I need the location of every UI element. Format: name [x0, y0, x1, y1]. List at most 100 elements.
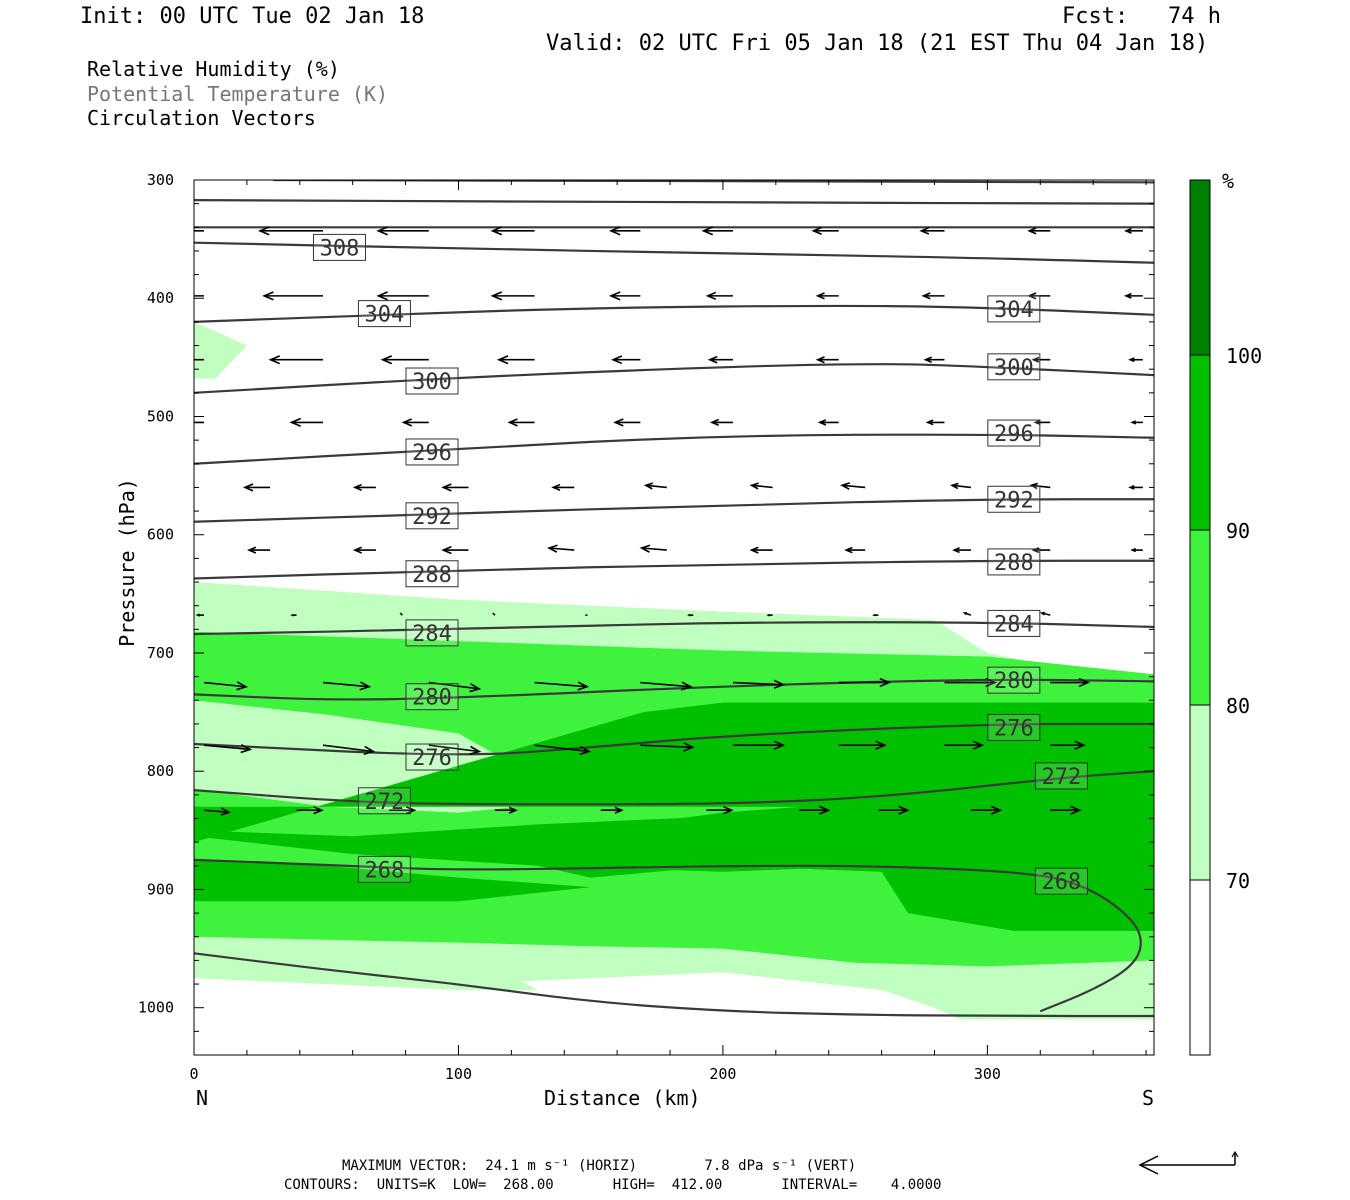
contour-label-292: 292 [412, 505, 452, 530]
contour-label-288: 288 [994, 551, 1034, 576]
y-axis-label: Pressure (hPa) [115, 478, 139, 647]
colorbar-label-80: 80 [1226, 694, 1250, 718]
circulation-vector [1130, 547, 1143, 553]
contour-label-box [405, 683, 459, 711]
circulation-vector [608, 291, 641, 301]
theta-contour-292 [194, 498, 1154, 523]
contour-label-box [357, 787, 411, 815]
max-vector-note: MAXIMUM VECTOR: 24.1 m s⁻¹ (HORIZ) 7.8 d… [342, 1158, 857, 1174]
reference-vector-icon [1138, 1150, 1239, 1175]
x-tick-label-300: 300 [974, 1065, 1001, 1083]
circulation-vector [872, 613, 879, 617]
circulation-vector [376, 291, 429, 301]
field-theta-label: Potential Temperature (K) [87, 82, 389, 106]
theta-contour-288 [194, 559, 1154, 580]
colorbar-segment [1189, 179, 1211, 356]
circulation-vector [600, 806, 624, 814]
circulation-vector [925, 419, 945, 426]
circulation-vector [811, 226, 839, 236]
circulation-vector [507, 418, 535, 427]
contour-label-288: 288 [412, 563, 452, 588]
circulation-vector [923, 356, 945, 364]
circulation-vector [706, 806, 734, 815]
circulation-vector [194, 421, 204, 424]
colorbar-segment [1189, 879, 1211, 1056]
colorbar-segment [1189, 354, 1211, 531]
circulation-vector [732, 679, 786, 689]
circulation-vector [705, 291, 733, 301]
circulation-vector [242, 483, 271, 492]
contour-label-box [987, 353, 1041, 381]
contour-label-box [1034, 867, 1088, 895]
circulation-vector [919, 226, 945, 235]
contour-label-308: 308 [320, 236, 360, 261]
theta-contour-300 [194, 363, 1154, 394]
circulation-vector [944, 740, 985, 750]
circulation-vector [492, 612, 496, 616]
circulation-vector [815, 292, 839, 300]
circulation-vector [1039, 611, 1051, 616]
circulation-vector [687, 613, 694, 617]
circulation-vector [399, 612, 403, 616]
contour-label-box [405, 619, 459, 647]
circulation-vector [707, 355, 733, 364]
rh-region-70-7 [194, 936, 538, 990]
x-tick-label-200: 200 [709, 1065, 736, 1083]
circulation-vector [195, 613, 204, 617]
circulation-vector [640, 742, 695, 752]
theta-contour-284 [194, 621, 1154, 636]
contour-label-276: 276 [412, 746, 452, 771]
contour-label-box [987, 713, 1041, 741]
circulation-vector [639, 544, 667, 553]
circulation-vector [840, 482, 866, 490]
circulation-vector [257, 226, 324, 236]
circulation-vector [494, 806, 518, 814]
circulation-vector [944, 677, 997, 688]
circulation-vector [380, 355, 429, 365]
contour-label-272: 272 [1042, 765, 1082, 790]
circulation-vector [838, 677, 892, 688]
circulation-vector [194, 358, 204, 361]
circulation-vector [490, 226, 535, 236]
colorbar-label-90: 90 [1226, 519, 1250, 543]
circulation-vector [322, 681, 372, 691]
circulation-vector [766, 613, 773, 617]
valid-time: Valid: 02 UTC Fri 05 Jan 18 (21 EST Thu … [546, 31, 1209, 56]
circulation-vector [611, 355, 641, 365]
contour-label-272: 272 [365, 790, 405, 815]
x-tick-label-100: 100 [445, 1065, 472, 1083]
circulation-vector [262, 291, 324, 301]
circulation-vector [194, 230, 204, 232]
contour-label-284: 284 [412, 622, 452, 647]
circulation-vector [441, 545, 469, 555]
circulation-vector [203, 807, 232, 816]
contour-label-box [405, 743, 459, 771]
circulation-vector [441, 483, 469, 492]
circulation-vector [496, 355, 535, 365]
circulation-vector [608, 226, 641, 236]
contour-label-box [1034, 762, 1088, 790]
contour-label-280: 280 [994, 669, 1034, 694]
circulation-vector [268, 355, 324, 365]
right-end-label: S [1142, 1086, 1154, 1110]
colorbar-label-100: 100 [1226, 344, 1262, 368]
theta-contour-unlabeled-12 [273, 180, 1154, 184]
circulation-vector [701, 226, 733, 236]
circulation-vector [322, 744, 376, 755]
circulation-vector [1128, 357, 1143, 363]
y-tick-label-400: 400 [147, 289, 174, 307]
contour-label-280: 280 [412, 686, 452, 711]
circulation-vector [1050, 740, 1086, 750]
circulation-vector [290, 613, 297, 617]
circulation-vector [203, 743, 253, 754]
contours-note: CONTOURS: UNITS=K LOW= 268.00 HIGH= 412.… [284, 1177, 942, 1193]
circulation-vector [749, 482, 773, 490]
contour-label-box [987, 548, 1041, 576]
circulation-vector [551, 483, 575, 492]
circulation-vector [1050, 677, 1091, 688]
circulation-vector [799, 805, 831, 815]
y-tick-label-1000: 1000 [138, 999, 174, 1017]
circulation-vector [534, 681, 590, 691]
theta-contour-276 [194, 722, 1154, 756]
